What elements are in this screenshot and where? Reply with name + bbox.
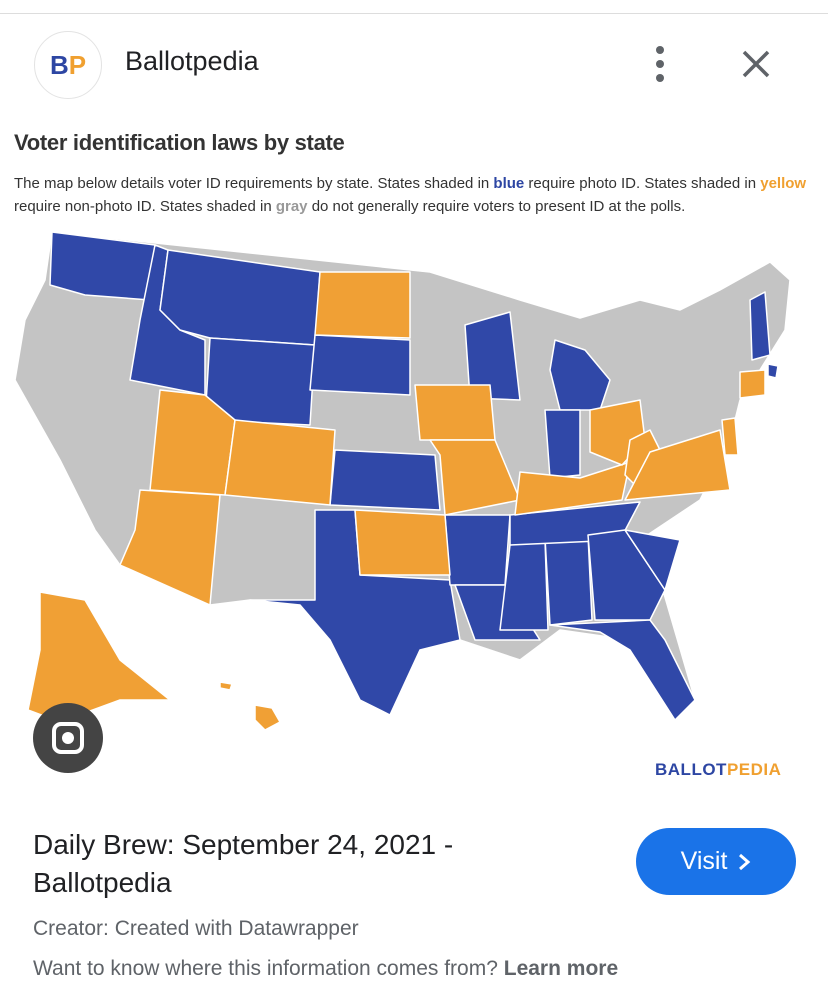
desc-yellow: yellow: [760, 175, 807, 192]
desc-blue: blue: [493, 175, 525, 192]
source-icon[interactable]: BP: [34, 31, 102, 99]
close-button[interactable]: [742, 50, 770, 78]
divider: [0, 13, 828, 14]
info: Want to know where this information come…: [33, 957, 618, 981]
learn-more-link[interactable]: Learn more: [503, 957, 619, 980]
source-name[interactable]: Ballotpedia: [125, 46, 259, 76]
desc-text: require photo ID. States shaded in: [524, 175, 761, 192]
states-yellow: [27, 271, 766, 731]
desc-text: require non-photo ID. States shaded in: [14, 198, 276, 215]
desc-text: do not generally require voters to prese…: [307, 198, 686, 215]
info-text: Want to know where this information come…: [33, 957, 498, 980]
chevron: [739, 853, 751, 870]
header-actions: [656, 46, 770, 82]
us-map: [14, 231, 791, 731]
creator: Creator: Created with Datawrapper: [33, 917, 359, 940]
visit-label: Visit: [680, 847, 728, 875]
desc-gray: gray: [275, 198, 308, 215]
image-logo: BALLOTPEDIA: [655, 760, 781, 780]
image-title: Voter identification laws by state: [14, 130, 345, 155]
more-button[interactable]: [656, 46, 664, 82]
states-blue: [49, 231, 779, 721]
logo-part: PEDIA: [726, 760, 782, 779]
lens-button[interactable]: [33, 703, 103, 773]
image-description: The map below details voter ID requireme…: [14, 172, 819, 218]
source-initials: BP: [49, 49, 87, 80]
result-title[interactable]: Daily Brew: September 24, 2021 - Ballotp…: [33, 829, 454, 898]
desc-text: The map below details voter ID requireme…: [14, 175, 494, 192]
logo-part: BALLOT: [655, 760, 727, 779]
visit-button[interactable]: Visit: [636, 828, 796, 895]
